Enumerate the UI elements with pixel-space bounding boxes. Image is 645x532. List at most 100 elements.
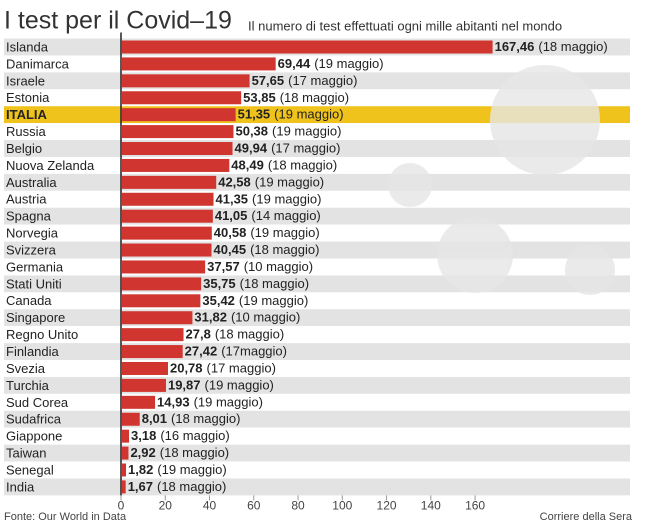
row-stripe (4, 427, 630, 445)
value-number: 40,45 (214, 242, 247, 257)
value-label: 41,35 (19 maggio) (216, 192, 322, 207)
y-tick-label: Giappone (6, 429, 62, 444)
y-tick-label: Australia (6, 175, 57, 190)
value-label: 51,35 (19 maggio) (238, 107, 344, 122)
row-stripe (4, 410, 630, 428)
value-date: (17 maggio) (271, 141, 340, 156)
value-label: 50,38 (19 maggio) (235, 124, 341, 139)
y-tick-label: ITALIA (6, 107, 48, 122)
credit: Corriere della Sera (540, 511, 633, 523)
bar (122, 463, 127, 477)
value-label: 8,01 (18 maggio) (142, 412, 241, 427)
value-number: 41,05 (215, 209, 248, 224)
bar (122, 412, 140, 426)
value-label: 1,82 (19 maggio) (128, 462, 227, 477)
bar (122, 226, 212, 240)
row-stripe (4, 258, 630, 276)
y-tick-label: Stati Uniti (6, 276, 62, 291)
value-date: (17 maggio) (207, 361, 276, 376)
value-date: (10 maggio) (231, 310, 300, 325)
bar (122, 91, 242, 105)
bar (122, 361, 168, 375)
chart-subtitle: Il numero di test effettuati ogni mille … (248, 18, 562, 33)
value-number: 31,82 (194, 310, 227, 325)
value-number: 53,85 (243, 90, 276, 105)
bar (122, 395, 156, 409)
y-tick-label: Norvegia (6, 226, 59, 241)
y-tick-label: Nuova Zelanda (6, 158, 95, 173)
bar (122, 311, 193, 325)
value-number: 35,75 (203, 276, 236, 291)
row-stripe (4, 360, 630, 377)
bar (122, 108, 236, 122)
bar (122, 345, 183, 359)
value-date: (18 maggio) (250, 242, 319, 257)
bar (122, 142, 233, 156)
value-date: (18 maggio) (215, 327, 284, 342)
value-label: 20,78 (17 maggio) (170, 361, 276, 376)
bar (122, 260, 206, 274)
bar (122, 480, 126, 494)
y-tick-label: Belgio (6, 141, 42, 156)
value-date: (19 maggio) (239, 293, 308, 308)
y-tick-label: Svezia (6, 361, 46, 376)
value-date: (19 maggio) (314, 56, 383, 71)
value-label: 69,44 (19 maggio) (278, 56, 384, 71)
value-number: 40,58 (214, 226, 247, 241)
bar (122, 192, 214, 206)
x-tick-label: 80 (291, 499, 305, 513)
value-number: 48,49 (231, 158, 264, 173)
row-stripe (4, 292, 630, 310)
y-tick-label: India (6, 479, 35, 494)
source: Fonte: Our World in Data (4, 511, 127, 523)
value-date: (18 maggio) (538, 39, 607, 54)
value-number: 20,78 (170, 361, 203, 376)
value-label: 42,58 (19 maggio) (218, 175, 324, 190)
value-date: (18 maggio) (268, 158, 337, 173)
value-label: 40,45 (18 maggio) (214, 242, 320, 257)
value-label: 35,42 (19 maggio) (202, 293, 308, 308)
value-label: 57,65 (17 maggio) (252, 73, 358, 88)
value-label: 2,92 (18 maggio) (130, 446, 229, 461)
value-date: (19 maggio) (272, 124, 341, 139)
value-number: 41,35 (216, 192, 249, 207)
y-tick-label: Singapore (6, 310, 65, 325)
value-label: 41,05 (14 maggio) (215, 209, 321, 224)
value-number: 3,18 (131, 429, 156, 444)
y-tick-label: Sudafrica (6, 412, 62, 427)
bar (122, 378, 166, 392)
value-label: 49,94 (17 maggio) (235, 141, 341, 156)
value-date: (18 maggio) (160, 446, 229, 461)
y-tick-label: Regno Unito (6, 327, 78, 342)
value-date: (19 maggio) (205, 378, 274, 393)
y-tick-label: Sud Corea (6, 395, 69, 410)
bar (122, 175, 217, 189)
value-label: 40,58 (19 maggio) (214, 226, 320, 241)
y-tick-label: Russia (6, 124, 47, 139)
bar (122, 294, 201, 308)
row-stripe (4, 343, 630, 361)
value-label: 27,8 (18 maggio) (186, 327, 285, 342)
value-number: 27,42 (185, 344, 218, 359)
bar (122, 125, 234, 139)
value-date: (10 maggio) (244, 259, 313, 274)
value-number: 57,65 (252, 73, 285, 88)
value-date: (17 maggio) (288, 73, 357, 88)
value-number: 69,44 (278, 56, 311, 71)
bar (122, 209, 213, 223)
value-date: (19 maggio) (250, 226, 319, 241)
value-number: 1,67 (128, 479, 153, 494)
y-tick-label: Islanda (6, 39, 49, 54)
value-date: (19 maggio) (274, 107, 343, 122)
y-tick-label: Danimarca (6, 56, 70, 71)
value-label: 35,75 (18 maggio) (203, 276, 309, 291)
value-label: 3,18 (16 maggio) (131, 429, 230, 444)
bar (122, 40, 493, 54)
y-tick-label: Estonia (6, 90, 50, 105)
value-date: (17maggio) (221, 344, 287, 359)
row-stripe (4, 478, 630, 496)
value-number: 167,46 (495, 39, 535, 54)
value-date: (18 maggio) (240, 276, 309, 291)
value-number: 14,93 (157, 395, 190, 410)
